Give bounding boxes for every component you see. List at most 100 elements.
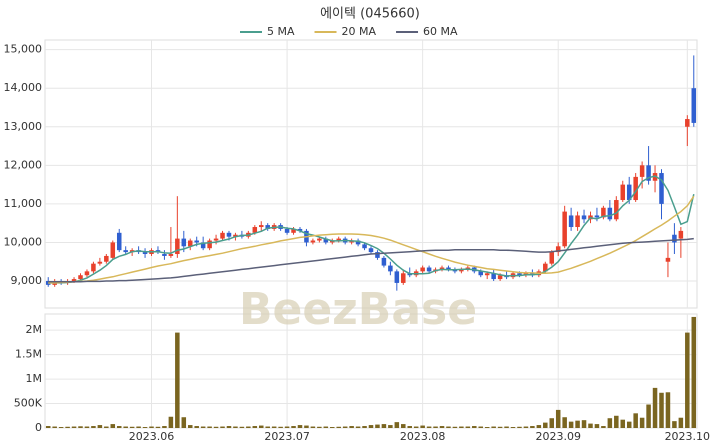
volume-bar bbox=[665, 392, 671, 428]
volume-bar bbox=[65, 426, 70, 428]
volume-bar bbox=[510, 427, 516, 428]
candle-body bbox=[336, 238, 341, 241]
candle-body bbox=[478, 271, 484, 276]
candle-body bbox=[601, 207, 606, 218]
volume-bar bbox=[517, 426, 522, 428]
candle-body bbox=[497, 275, 503, 280]
volume-bar bbox=[317, 426, 322, 428]
candle-body bbox=[84, 271, 90, 276]
candle-body bbox=[362, 244, 367, 249]
volume-bar bbox=[659, 392, 664, 428]
candle-body bbox=[233, 234, 238, 237]
candle-body bbox=[265, 225, 270, 229]
candle-body bbox=[568, 215, 574, 228]
y-tick-label: 9,000 bbox=[11, 274, 43, 287]
y-tick-label: 10,000 bbox=[4, 235, 43, 248]
y-tick-label: 1.5M bbox=[15, 348, 42, 361]
volume-bar bbox=[271, 426, 277, 428]
candle-body bbox=[678, 230, 684, 239]
volume-bar bbox=[97, 425, 103, 428]
candle-body bbox=[375, 252, 380, 258]
price-panel bbox=[44, 39, 698, 309]
candle-body bbox=[491, 273, 496, 280]
volume-bar bbox=[426, 426, 432, 428]
ma-line bbox=[48, 175, 695, 284]
candle-body bbox=[626, 184, 632, 201]
volume-bar bbox=[52, 426, 57, 428]
y-tick-label: 15,000 bbox=[4, 43, 43, 56]
volume-bar bbox=[239, 426, 245, 428]
volume-bar bbox=[207, 426, 212, 428]
x-tick-label: 2023.10 bbox=[665, 430, 711, 443]
volume-bar bbox=[155, 426, 161, 428]
volume-bar bbox=[168, 416, 174, 428]
candle-body bbox=[97, 261, 103, 264]
volume-bar bbox=[439, 426, 445, 428]
volume-bar bbox=[549, 418, 555, 428]
volume-bar bbox=[491, 426, 496, 428]
volume-bar bbox=[504, 426, 509, 428]
candle-body bbox=[555, 246, 561, 253]
volume-bar bbox=[620, 419, 626, 428]
candle-body bbox=[614, 200, 619, 220]
volume-bar bbox=[136, 426, 141, 428]
volume-bar bbox=[258, 425, 264, 428]
candle-body bbox=[194, 240, 199, 243]
candle-body bbox=[71, 279, 77, 282]
volume-bar bbox=[581, 420, 587, 428]
volume-bar bbox=[536, 425, 542, 428]
x-tick-label: 2023.06 bbox=[129, 430, 175, 443]
volume-bar bbox=[472, 426, 477, 428]
volume-bar bbox=[291, 426, 296, 428]
volume-bar bbox=[142, 427, 148, 428]
volume-bar bbox=[672, 421, 677, 428]
candle-body bbox=[594, 215, 600, 218]
volume-bar bbox=[123, 426, 128, 428]
y-tick-label: 13,000 bbox=[4, 120, 43, 133]
candle-body bbox=[368, 248, 374, 253]
volume-bar bbox=[588, 423, 593, 428]
volume-bar bbox=[226, 426, 232, 428]
volume-bar bbox=[110, 424, 116, 428]
volume-bar bbox=[297, 425, 303, 428]
candle-body bbox=[420, 267, 425, 272]
volume-bar bbox=[646, 404, 651, 428]
volume-bar bbox=[362, 426, 367, 428]
candle-body bbox=[381, 257, 387, 266]
volume-bar bbox=[446, 426, 451, 428]
volume-bar bbox=[394, 422, 400, 428]
candle-body bbox=[310, 240, 316, 243]
candle-body bbox=[207, 240, 212, 249]
volume-bar bbox=[284, 426, 290, 428]
candle-body bbox=[581, 215, 587, 220]
volume-bar bbox=[278, 426, 283, 428]
candle-body bbox=[200, 242, 206, 249]
volume-bar bbox=[78, 426, 83, 428]
volume-bar bbox=[342, 426, 348, 428]
legend-label: 60 MA bbox=[423, 25, 458, 38]
candle-body bbox=[355, 240, 361, 245]
candle-body bbox=[213, 238, 219, 241]
volume-bar bbox=[601, 426, 606, 428]
volume-bar bbox=[104, 426, 109, 428]
watermark: BeezBase bbox=[239, 284, 477, 335]
candle-body bbox=[646, 165, 651, 181]
volume-bar bbox=[530, 426, 535, 428]
volume-bar bbox=[310, 426, 316, 428]
volume-bar bbox=[478, 426, 484, 428]
volume-bar bbox=[413, 426, 419, 428]
x-tick-label: 2023.07 bbox=[264, 430, 310, 443]
volume-bar bbox=[213, 426, 219, 428]
candle-body bbox=[252, 227, 258, 233]
volume-bar bbox=[149, 426, 154, 428]
legend: 5 MA 20 MA 60 MA bbox=[240, 25, 458, 38]
candle-body bbox=[459, 269, 464, 272]
volume-bar bbox=[497, 426, 503, 428]
candle-body bbox=[168, 254, 174, 256]
volume-bar bbox=[175, 332, 180, 428]
volume-bar bbox=[691, 316, 697, 428]
x-tick-label: 2023.09 bbox=[535, 430, 581, 443]
candle-body bbox=[665, 257, 671, 262]
volume-bar bbox=[626, 421, 632, 428]
candle-body bbox=[220, 232, 225, 239]
